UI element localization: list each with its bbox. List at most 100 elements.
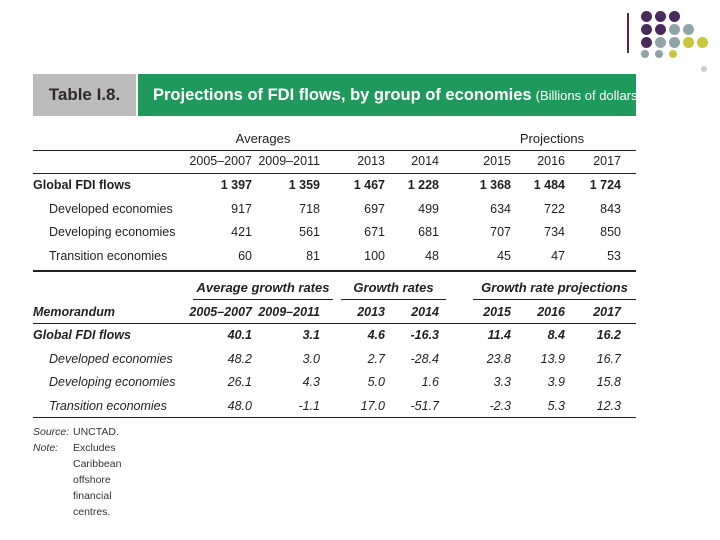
decor-dot (641, 37, 652, 48)
table-cell: 47 (551, 248, 565, 263)
decor-dot (669, 50, 677, 58)
decor-dot (655, 24, 666, 35)
source-value: UNCTAD. (73, 426, 119, 438)
column-group-header: Growth rates (353, 280, 434, 295)
table-cell: 11.4 (487, 328, 511, 342)
table-row: Transition economies 60 81 100 48 45 47 53 (33, 245, 636, 267)
table-cell: 1 724 (589, 178, 621, 192)
group-underline (341, 299, 446, 300)
table-cell: 16.2 (596, 328, 621, 342)
table-title-bar: Table I.8. Projections of FDI flows, by … (33, 74, 718, 116)
table-row: Global FDI flows 1 397 1 359 1 467 1 228 1 36… (33, 174, 636, 196)
table-cell: 26.1 (227, 375, 252, 389)
decor-dot (655, 50, 663, 58)
column-header-row: Memorandum 2005–2007 2009–2011 2013 2014 2015… (33, 301, 636, 323)
table-cell: 60 (238, 248, 252, 263)
table-row: Developing economies 421 561 671 681 707 734 85… (33, 221, 636, 243)
table-cell: 3.1 (302, 328, 320, 342)
row-label: Global FDI flows (33, 178, 131, 192)
table-cell: 13.9 (540, 351, 565, 366)
column-header: 2016 (537, 305, 565, 319)
table-cell: 48 (425, 248, 439, 263)
table-unit: (Billions of dollars and per cent) (535, 87, 718, 103)
decor-dot (697, 37, 708, 48)
table-row: Global FDI flows 40.1 3.1 4.6 -16.3 11.4 8.4 16… (33, 324, 636, 346)
table-cell: 707 (490, 225, 511, 239)
column-header: 2015 (483, 154, 511, 168)
table-cell: 12.3 (596, 398, 621, 413)
decor-dot (683, 24, 694, 35)
decor-dot (669, 11, 680, 22)
table-cell: 843 (600, 201, 621, 216)
table-cell: 1 368 (479, 178, 511, 192)
decor-dot (655, 11, 666, 22)
table-cell: 16.7 (596, 351, 621, 366)
table-cell: 23.8 (486, 351, 511, 366)
column-header: 2017 (593, 154, 621, 168)
table-row: Transition economies 48.0 -1.1 17.0 -51.7 -2.… (33, 395, 636, 417)
table-cell: 671 (364, 225, 385, 239)
table-cell: -2.3 (489, 398, 511, 413)
table-cell: 53 (607, 248, 621, 263)
table-row: Developing economies 26.1 4.3 5.0 1.6 3.3 3.9 1… (33, 371, 636, 393)
table-cell: 421 (231, 225, 252, 239)
column-group-header: Averages (235, 131, 291, 146)
row-header: Memorandum (33, 305, 115, 319)
source-key: Source: (33, 426, 70, 438)
decor-line (627, 13, 629, 53)
table-cell: 4.6 (367, 328, 385, 342)
table-number: Table I.8. (33, 74, 136, 116)
table-cell: 48.2 (227, 351, 252, 366)
table-cell: 1 484 (533, 178, 565, 192)
table-title-text: Projections of FDI flows, by group of ec… (153, 85, 532, 104)
table-row: Developed economies 48.2 3.0 2.7 -28.4 23.8 13… (33, 348, 636, 370)
group-underline (473, 299, 636, 300)
table-cell: 850 (600, 225, 621, 239)
table-cell: 2.7 (367, 351, 385, 366)
table-cell: 1 397 (220, 178, 252, 192)
column-header: 2013 (357, 305, 385, 319)
table-cell: 722 (544, 201, 565, 216)
table-cell: 1 467 (353, 178, 385, 192)
column-header: 2009–2011 (258, 154, 320, 168)
column-header: 2009–2011 (258, 305, 320, 319)
column-header: 2015 (483, 305, 511, 319)
section-bottom-rule (33, 270, 636, 272)
fdi-projections-table: Averages Projections 2005–2007 2009–2011 201… (33, 124, 636, 424)
decor-dot (683, 37, 694, 48)
column-group-header: Average growth rates (196, 280, 330, 295)
note-value: Excludes Caribbean offshore financial ce… (73, 442, 122, 518)
row-label: Developed economies (49, 351, 173, 366)
table-cell: 681 (418, 225, 439, 239)
table-cell: 5.3 (547, 398, 565, 413)
table-cell: 1 228 (407, 178, 439, 192)
table-cell: 718 (299, 201, 320, 216)
decor-dot (655, 37, 666, 48)
group-underline (193, 299, 333, 300)
decor-dot (641, 11, 652, 22)
table-cell: 3.3 (493, 375, 511, 389)
table-cell: 634 (490, 201, 511, 216)
column-header: 2016 (537, 154, 565, 168)
table-cell: 81 (306, 248, 320, 263)
row-label: Global FDI flows (33, 328, 131, 342)
table-cell: 917 (231, 201, 252, 216)
table-cell: 734 (544, 225, 565, 239)
table-cell: 5.0 (367, 375, 385, 389)
table-cell: 697 (364, 201, 385, 216)
table-cell: 3.9 (547, 375, 565, 389)
table-cell: -28.4 (410, 351, 440, 366)
decor-dot (641, 24, 652, 35)
table-title: Projections of FDI flows, by group of ec… (138, 74, 718, 116)
column-header: 2014 (411, 154, 439, 168)
table-cell: 4.3 (302, 375, 320, 389)
column-header: 2013 (357, 154, 385, 168)
table-cell: 3.0 (302, 351, 320, 366)
table-cell: 45 (497, 248, 511, 263)
table-cell: 40.1 (227, 328, 252, 342)
header-rule (33, 323, 636, 324)
table-row: Developed economies 917 718 697 499 634 722 843 (33, 198, 636, 220)
row-label: Transition economies (49, 248, 168, 263)
section-top-rule (33, 150, 636, 151)
row-label: Developing economies (49, 375, 176, 389)
